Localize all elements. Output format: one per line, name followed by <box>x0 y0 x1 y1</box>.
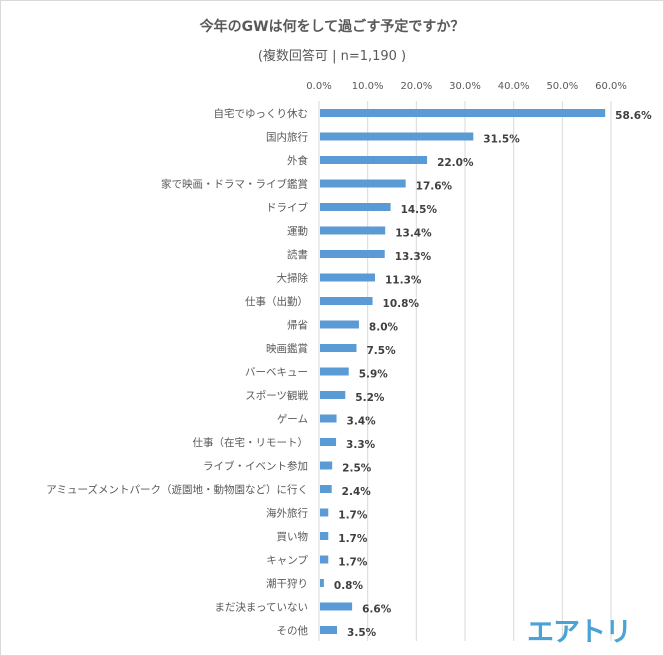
x-tick-label: 20.0% <box>400 81 432 92</box>
bar <box>320 250 385 258</box>
value-label: 58.6% <box>615 110 652 122</box>
category-label: 家で映画・ドラマ・ライブ鑑賞 <box>161 178 308 191</box>
category-label: 海外旅行 <box>266 507 308 520</box>
bar <box>320 532 329 540</box>
category-label: 帰省 <box>287 319 308 332</box>
value-label: 5.2% <box>355 392 385 404</box>
value-label: 3.3% <box>346 439 376 451</box>
value-label: 8.0% <box>369 322 399 334</box>
value-label: 3.4% <box>347 416 377 428</box>
bar <box>320 485 332 493</box>
value-label: 3.5% <box>347 627 377 639</box>
category-label: まだ決まっていない <box>214 602 308 614</box>
category-label: 買い物 <box>277 530 309 543</box>
category-label: 仕事（在宅・リモート） <box>193 436 309 449</box>
bar <box>320 344 357 352</box>
category-label: ライブ・イベント参加 <box>203 460 308 473</box>
bar <box>320 461 333 470</box>
category-label: 潮干狩り <box>266 577 308 590</box>
category-label: 外食 <box>287 154 308 167</box>
gridlines <box>318 101 612 641</box>
bar <box>320 367 349 376</box>
value-label: 5.9% <box>359 369 389 381</box>
value-label: 31.5% <box>483 134 520 146</box>
value-label: 13.4% <box>395 228 432 240</box>
value-label: 10.8% <box>383 298 420 310</box>
bar <box>320 626 338 634</box>
category-label: アミューズメントパーク（遊園地・動物園など）に行く <box>46 483 308 496</box>
value-label: 22.0% <box>437 157 474 169</box>
bar <box>320 602 353 611</box>
bar <box>320 438 337 446</box>
category-label: 大掃除 <box>277 272 309 285</box>
value-label: 6.6% <box>362 604 392 616</box>
bar <box>320 179 406 188</box>
x-tick-label: 10.0% <box>352 81 384 92</box>
category-label: スポーツ観戦 <box>245 389 308 402</box>
category-label: バーベキュー <box>245 367 308 379</box>
category-label: 映画鑑賞 <box>266 342 308 355</box>
value-label: 14.5% <box>401 204 438 216</box>
x-tick-label: 50.0% <box>546 81 578 92</box>
bar <box>320 273 375 282</box>
category-label: その他 <box>277 624 309 637</box>
x-tick-label: 60.0% <box>595 81 627 92</box>
bar <box>320 109 606 117</box>
bar <box>320 320 359 329</box>
bar <box>320 555 329 564</box>
value-label: 17.6% <box>416 181 453 193</box>
category-label: 運動 <box>287 225 308 238</box>
airtrip-logo: エアトリ <box>527 617 632 648</box>
category-label: ドライブ <box>266 201 308 214</box>
category-label: 読書 <box>287 248 308 261</box>
bar <box>320 391 346 399</box>
category-label: 国内旅行 <box>266 131 308 144</box>
chart-subtitle: (複数回答可 | n=1,190 ) <box>257 49 407 64</box>
value-label: 1.7% <box>338 557 368 569</box>
x-axis-ticks: 0.0% 10.0% 20.0% 30.0% 40.0% 50.0% 60.0% <box>306 81 627 92</box>
bar <box>320 579 324 587</box>
bar <box>320 203 391 211</box>
value-label: 2.4% <box>342 486 372 498</box>
x-tick-label: 30.0% <box>449 81 481 92</box>
value-label: 0.8% <box>334 580 364 592</box>
value-label: 11.3% <box>385 275 422 287</box>
bar <box>320 508 329 517</box>
value-label: 2.5% <box>342 463 372 475</box>
bar <box>320 132 474 141</box>
category-label: 自宅でゆっくり休む <box>214 107 309 120</box>
category-label: 仕事（出勤） <box>245 295 308 308</box>
value-labels: 58.6% 31.5% 22.0% 17.6% 14.5% 13.4% 13.3% 11.3%… <box>334 110 652 639</box>
value-label: 13.3% <box>395 251 432 263</box>
chart-title: 今年のGWは何をして過ごす予定ですか？ <box>199 19 465 35</box>
category-label: キャンプ <box>266 555 308 567</box>
bar <box>320 226 386 235</box>
value-label: 1.7% <box>338 510 368 522</box>
x-tick-label: 40.0% <box>498 81 530 92</box>
value-label: 1.7% <box>338 533 368 545</box>
bar <box>320 414 337 423</box>
bars <box>320 109 606 634</box>
x-tick-label: 0.0% <box>306 81 331 92</box>
category-label: ゲーム <box>277 414 308 426</box>
category-labels: 自宅でゆっくり休む国内旅行外食家で映画・ドラマ・ライブ鑑賞ドライブ運動読書大掃除… <box>46 107 308 637</box>
bar <box>320 297 373 305</box>
bar <box>320 156 428 164</box>
value-label: 7.5% <box>367 345 397 357</box>
